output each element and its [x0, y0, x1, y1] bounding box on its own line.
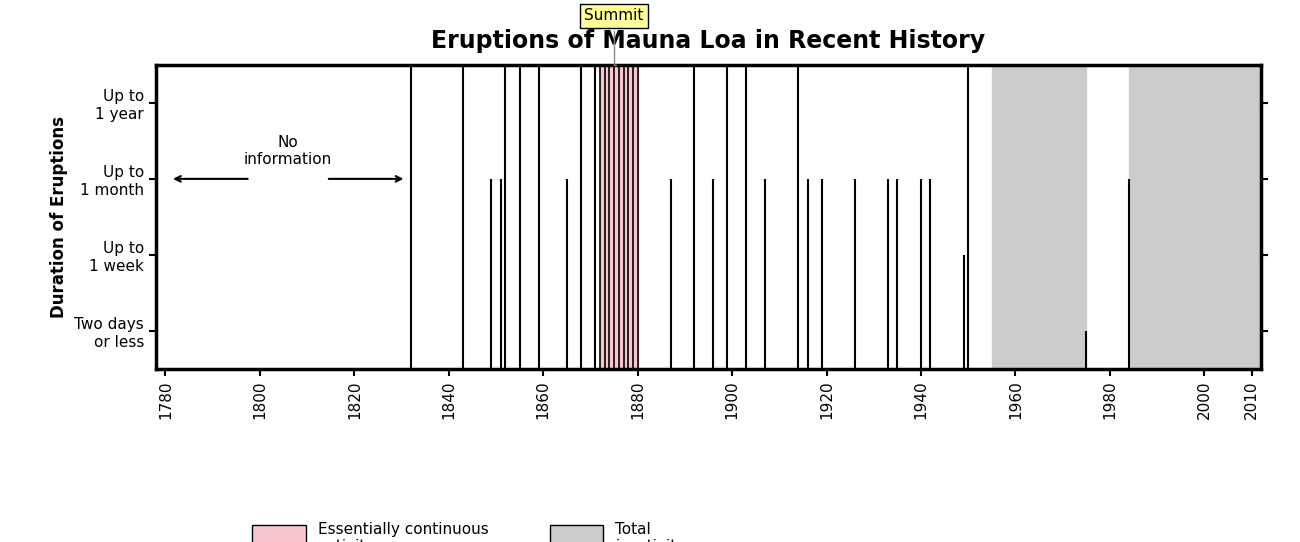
Bar	[599, 65, 638, 369]
Bar	[992, 65, 1087, 369]
Text: Summit: Summit	[585, 8, 644, 65]
Text: No
information: No information	[244, 135, 333, 167]
Title: Eruptions of Mauna Loa in Recent History: Eruptions of Mauna Loa in Recent History	[432, 29, 985, 53]
Bar	[1128, 65, 1261, 369]
Y-axis label: Duration of Eruptions: Duration of Eruptions	[49, 116, 68, 318]
Legend: Essentially continuous
activity, Total
inactivity: Essentially continuous activity, Total i…	[252, 522, 685, 542]
